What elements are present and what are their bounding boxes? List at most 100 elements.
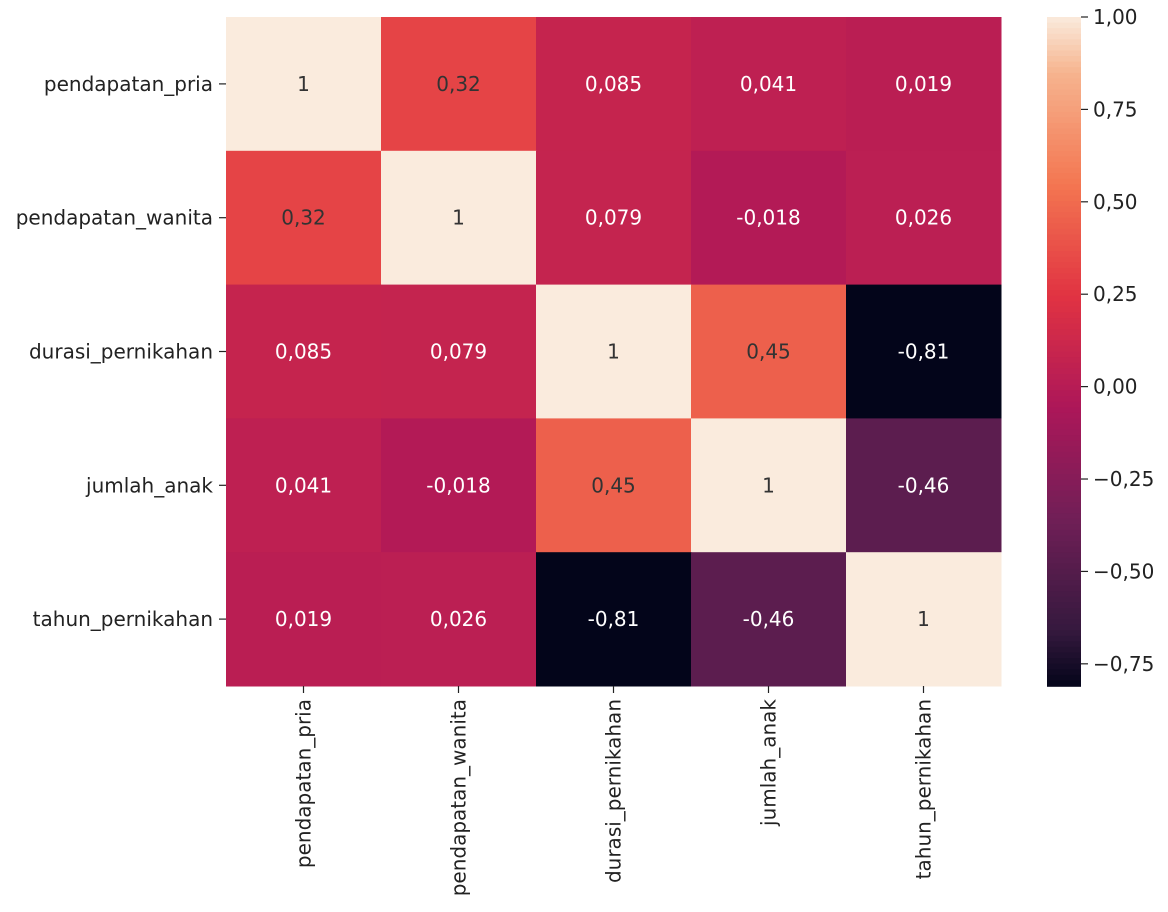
colorbar-segment xyxy=(1047,245,1081,252)
colorbar-segment xyxy=(1047,479,1081,487)
cell-annotation: 0,085 xyxy=(275,340,332,364)
colorbar-segment xyxy=(1047,463,1081,470)
colorbar-segment xyxy=(1047,251,1081,258)
colorbar-segment xyxy=(1047,524,1081,531)
colorbar-segment xyxy=(1047,585,1081,593)
heatmap-cell xyxy=(536,284,692,419)
colorbar-segment xyxy=(1047,290,1081,297)
cell-annotation: 0,32 xyxy=(281,206,326,230)
x-tick-label: pendapatan_pria xyxy=(292,699,316,868)
cell-annotation: 0,079 xyxy=(430,340,487,364)
colorbar-segment xyxy=(1047,345,1081,353)
colorbar-segment xyxy=(1047,680,1081,687)
colorbar-segment xyxy=(1047,568,1081,576)
heatmap-cell xyxy=(691,552,847,687)
colorbar-tick-label: 0,00 xyxy=(1093,375,1138,399)
colorbar-segment xyxy=(1047,139,1081,147)
colorbar-segment xyxy=(1047,674,1081,682)
colorbar-segment xyxy=(1047,318,1081,325)
colorbar-segment xyxy=(1047,301,1081,308)
colorbar-tick-label: 1,00 xyxy=(1093,5,1138,29)
colorbar-segment xyxy=(1047,240,1081,247)
x-tick-label: pendapatan_wanita xyxy=(447,699,471,896)
colorbar-segment xyxy=(1047,474,1081,481)
colorbar-segment xyxy=(1047,161,1081,169)
y-tick-label: pendapatan_wanita xyxy=(16,206,213,230)
colorbar-segment xyxy=(1047,28,1081,35)
cell-annotation: 0,041 xyxy=(275,473,332,497)
colorbar-segment xyxy=(1047,535,1081,542)
heatmap-cell xyxy=(381,552,537,687)
colorbar-segment xyxy=(1047,145,1081,152)
heatmap-cell xyxy=(536,17,692,152)
colorbar-segment xyxy=(1047,591,1081,598)
cell-annotation: 0,079 xyxy=(585,206,642,230)
colorbar-segment xyxy=(1047,295,1081,303)
cell-annotation: 0,45 xyxy=(591,473,636,497)
colorbar-segment xyxy=(1047,496,1081,503)
heatmap-cell xyxy=(846,418,1002,553)
heatmap-cell xyxy=(846,17,1002,152)
colorbar-segment xyxy=(1047,22,1081,29)
colorbar-segment xyxy=(1047,106,1081,113)
colorbar-tick-label: −0,75 xyxy=(1093,652,1154,676)
colorbar-segment xyxy=(1047,362,1081,370)
heatmap-cell xyxy=(846,552,1002,687)
colorbar-segment xyxy=(1047,89,1081,96)
colorbar-segment xyxy=(1047,658,1081,665)
colorbar-segment xyxy=(1047,95,1081,102)
colorbar-segment xyxy=(1047,552,1081,559)
heatmap-cell xyxy=(536,418,692,553)
colorbar-segment xyxy=(1047,262,1081,269)
colorbar-segment xyxy=(1047,340,1081,347)
colorbar-segment xyxy=(1047,529,1081,537)
colorbar-segment xyxy=(1047,312,1081,319)
colorbar-segment xyxy=(1047,446,1081,453)
colorbar-segment xyxy=(1047,451,1081,459)
colorbar-tick-label: 0,50 xyxy=(1093,190,1138,214)
colorbar-segment xyxy=(1047,619,1081,626)
colorbar-segment xyxy=(1047,306,1081,314)
colorbar-segment xyxy=(1047,635,1081,643)
heatmap-cell xyxy=(226,284,382,419)
colorbar-segment xyxy=(1047,563,1081,570)
colorbar-segment xyxy=(1047,373,1081,381)
heatmap-cell xyxy=(381,150,537,286)
cell-annotation: -0,46 xyxy=(898,473,950,497)
colorbar-segment xyxy=(1047,195,1081,202)
colorbar-segment xyxy=(1047,607,1081,615)
colorbar-segment xyxy=(1047,44,1081,52)
cell-annotation: 1 xyxy=(762,473,775,497)
colorbar-segment xyxy=(1047,580,1081,587)
colorbar-segment xyxy=(1047,200,1081,208)
colorbar-segment xyxy=(1047,429,1081,436)
heatmap-cell xyxy=(536,552,692,687)
colorbar-segment xyxy=(1047,212,1081,219)
colorbar-segment xyxy=(1047,189,1081,197)
cell-annotation: -0,46 xyxy=(743,607,795,631)
cell-annotation: -0,81 xyxy=(588,607,640,631)
cell-annotation: -0,018 xyxy=(736,206,800,230)
heatmap-cell xyxy=(381,418,537,553)
colorbar-tick-label: 0,25 xyxy=(1093,282,1138,306)
cell-annotation: 0,32 xyxy=(436,72,481,96)
colorbar-segment xyxy=(1047,613,1081,620)
colorbar-segment xyxy=(1047,384,1081,392)
colorbar-segment xyxy=(1047,502,1081,509)
colorbar-segment xyxy=(1047,663,1081,671)
colorbar-segment xyxy=(1047,490,1081,498)
colorbar-segment xyxy=(1047,61,1081,68)
heatmap-cell xyxy=(536,150,692,286)
colorbar-segment xyxy=(1047,173,1081,180)
cell-annotation: 0,019 xyxy=(275,607,332,631)
colorbar-segment xyxy=(1047,401,1081,409)
colorbar-segment xyxy=(1047,541,1081,548)
x-tick-label: durasi_pernikahan xyxy=(602,699,626,883)
cell-annotation: 1 xyxy=(452,206,465,230)
x-tick-label: tahun_pernikahan xyxy=(912,699,936,879)
colorbar-segment xyxy=(1047,507,1081,514)
colorbar-segment xyxy=(1047,178,1081,186)
colorbar-segment xyxy=(1047,184,1081,191)
heatmap-cell xyxy=(691,150,847,286)
